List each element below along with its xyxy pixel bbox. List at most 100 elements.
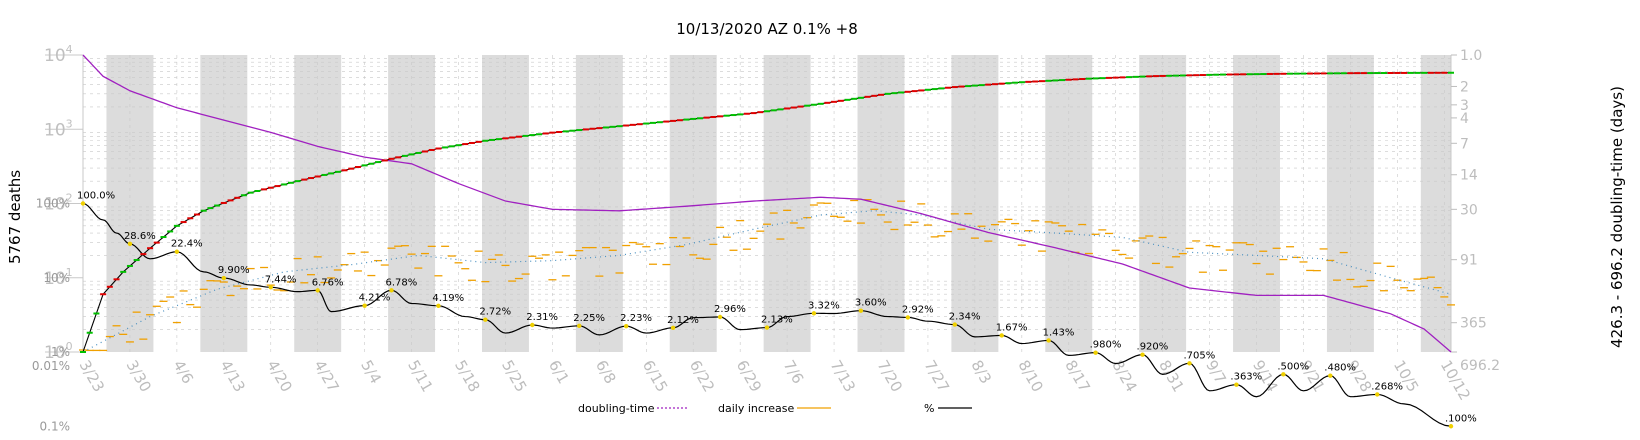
x-tick-label: 6/8 — [592, 357, 620, 387]
percent-annotation: 3.60% — [855, 298, 887, 309]
peak-marker — [1375, 392, 1380, 397]
percent-annotation: .268% — [1371, 381, 1403, 392]
peak-marker — [362, 303, 367, 308]
right-tick-label: 4 — [1460, 111, 1469, 127]
x-tick-label: 6/1 — [545, 357, 573, 387]
y-axis-label: 5767 deaths — [6, 170, 24, 264]
x-tick-label: 5/11 — [404, 357, 436, 395]
x-tick-label: 5/25 — [498, 357, 530, 395]
x-tick-label: 8/17 — [1061, 357, 1093, 395]
percent-annotation: 100.0% — [77, 191, 115, 202]
percent-tick-label: 0.1% — [40, 419, 71, 433]
percent-annotation: 28.6% — [124, 231, 156, 242]
x-tick-label: 5/4 — [357, 357, 385, 387]
left-axis: 100 101 102 103 104 — [44, 43, 73, 363]
right-tick-label: 696.2 — [1460, 358, 1500, 374]
legend-label: doubling-time — [578, 402, 655, 415]
peak-marker — [577, 323, 582, 329]
peak-marker — [1093, 350, 1098, 355]
percent-annotation: .980% — [1090, 340, 1122, 351]
percent-tick-label: 100% — [36, 197, 70, 211]
x-tick-label: 8/10 — [1014, 357, 1046, 395]
percent-axis: 100% 10% 1% 0.1% 0.01% — [32, 197, 70, 434]
percent-annotation: 2.96% — [714, 304, 746, 315]
x-tick-label: 6/29 — [733, 357, 765, 395]
legend-label: daily increase — [718, 402, 794, 415]
right-tick-label: 14 — [1460, 168, 1478, 184]
peak-marker — [1448, 424, 1454, 429]
peak-marker — [717, 314, 723, 320]
x-tick-label: 7/6 — [780, 357, 808, 387]
x-tick-label: 3/30 — [122, 357, 154, 395]
percent-annotation: 6.76% — [312, 277, 344, 288]
percent-annotation: 2.34% — [949, 312, 981, 323]
peak-marker — [1234, 382, 1239, 387]
percent-annotation: 22.4% — [171, 239, 203, 250]
percent-annotation: .100% — [1445, 413, 1477, 424]
daily-increase-series — [79, 198, 1455, 352]
peak-marker — [389, 288, 394, 293]
x-tick-label: 3/23 — [76, 357, 108, 395]
percent-annotation: 9.90% — [218, 265, 250, 276]
x-tick-label: 5/18 — [451, 357, 483, 395]
percent-annotation: .500% — [1277, 361, 1309, 372]
x-tick-label: 4/6 — [169, 357, 197, 387]
x-tick-label: 4/27 — [310, 357, 342, 395]
percent-annotation: 4.19% — [432, 293, 464, 304]
percent-annotation: 2.25% — [573, 313, 605, 324]
peak-marker — [221, 275, 227, 281]
legend-label: % — [924, 402, 934, 415]
percent-annotation: .920% — [1137, 342, 1169, 353]
peak-marker — [1046, 338, 1051, 343]
right-tick-label: 3 — [1460, 98, 1469, 114]
percent-annotation: 7.44% — [265, 274, 297, 285]
x-tick-label: 7/27 — [920, 357, 952, 395]
percent-tick-label: 10% — [43, 271, 70, 285]
right-tick-label: 1.0 — [1460, 48, 1482, 64]
peak-marker — [764, 325, 770, 330]
peak-marker — [80, 201, 86, 206]
legend: doubling-time daily increase% — [578, 402, 972, 415]
right-axis: 1.0 2 34 7 14 30 91 365 696.2 — [1451, 48, 1500, 374]
y2-axis-label: 426.3 - 696.2 doubling-time (days) — [1608, 86, 1626, 348]
x-axis: 3/23 3/30 4/6 4/13 4/20 4/27 5/4 5/11 5/18 5/25 6/… — [76, 357, 1474, 403]
doubling-time-line — [82, 54, 1452, 353]
percent-line — [82, 202, 1452, 427]
peak-marker — [1187, 361, 1192, 366]
percent-annotation: 1.43% — [1043, 327, 1075, 338]
right-tick-label: 91 — [1460, 253, 1478, 269]
percent-tick-label: 1% — [51, 345, 70, 359]
daily-average-line — [82, 210, 1452, 353]
peak-marker — [1328, 373, 1333, 378]
percent-annotation: 2.31% — [526, 312, 558, 323]
x-tick-label: 7/20 — [874, 357, 906, 395]
percent-annotation: 2.13% — [761, 315, 793, 326]
peak-marker — [670, 325, 676, 330]
y-tick-label: 102 — [44, 192, 73, 215]
x-tick-label: 6/22 — [686, 357, 718, 395]
x-tick-label: 8/31 — [1155, 357, 1187, 395]
peak-marker — [483, 317, 488, 322]
percent-annotation: .480% — [1324, 363, 1356, 374]
peak-marker — [1281, 372, 1286, 377]
peak-marker — [268, 285, 273, 290]
percent-annotation: 3.32% — [808, 300, 840, 311]
right-tick-label: 365 — [1460, 316, 1487, 332]
peak-marker — [811, 311, 817, 316]
percent-annotation: 1.67% — [996, 322, 1028, 333]
x-tick-label: 8/3 — [967, 357, 995, 387]
peak-marker — [952, 322, 957, 327]
peak-marker — [174, 249, 180, 254]
percent-annotations: 100.0% 28.6% 22.4% 9.90% 7.44% 6.76% 4.21% 6.78… — [77, 191, 1477, 429]
peak-marker — [530, 322, 535, 328]
peak-marker — [1140, 352, 1145, 357]
percent-annotation: 2.92% — [902, 304, 934, 315]
y-tick-label: 101 — [44, 266, 73, 289]
percent-annotation: .705% — [1183, 350, 1215, 361]
peak-marker — [858, 308, 864, 313]
percent-annotation: 4.21% — [359, 293, 391, 304]
week-band — [1420, 55, 1451, 352]
x-tick-label: 4/13 — [216, 357, 248, 395]
series-lines — [80, 54, 1454, 427]
